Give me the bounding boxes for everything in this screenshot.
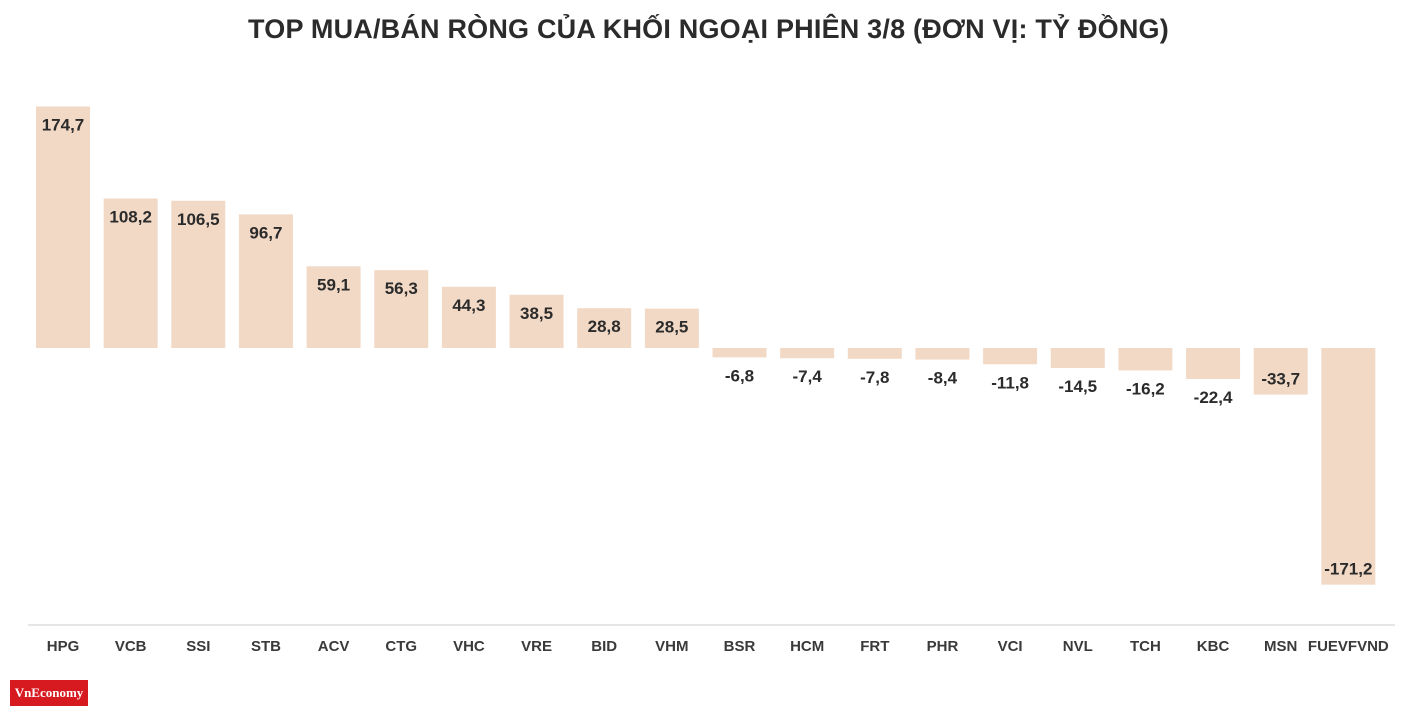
bar-acv (306, 266, 361, 348)
bar-hpg (36, 106, 90, 348)
x-tick-label-tch: TCH (1130, 638, 1161, 655)
value-label-bid: 28,8 (588, 317, 621, 336)
bar-ctg (374, 270, 429, 348)
bar-phr (915, 348, 970, 360)
value-label-hpg: 174,7 (42, 116, 85, 135)
x-tick-label-fuevfvnd: FUEVFVND (1308, 638, 1389, 655)
x-tick-label-ssi: SSI (186, 638, 210, 655)
bar-bsr (712, 348, 767, 358)
value-label-ssi: 106,5 (177, 210, 220, 229)
x-tick-label-ctg: CTG (385, 638, 417, 655)
x-tick-label-hcm: HCM (790, 638, 824, 655)
bar-vcb (103, 198, 158, 348)
chart-title: TOP MUA/BÁN RÒNG CỦA KHỐI NGOẠI PHIÊN 3/… (248, 14, 1169, 44)
x-tick-label-bsr: BSR (724, 638, 756, 655)
vneconomy-logo: VnEconomy (10, 680, 88, 706)
bar-vhm (644, 308, 699, 348)
value-label-vhm: 28,5 (655, 318, 688, 337)
value-label-acv: 59,1 (317, 275, 350, 294)
bar-ssi (171, 200, 226, 348)
value-label-vhc: 44,3 (452, 296, 485, 315)
value-label-nvl: -14,5 (1058, 377, 1097, 396)
x-tick-labels: HPG VCB SSI STB ACV CTG VHC VRE BID VHM BSR HCM FRT P… (47, 638, 1389, 655)
bar-bid (577, 308, 632, 348)
value-label-phr: -8,4 (928, 369, 958, 388)
value-label-vci: -11,8 (991, 373, 1029, 392)
x-tick-label-nvl: NVL (1063, 638, 1093, 655)
bar-vhc (441, 286, 496, 348)
x-tick-label-frt: FRT (860, 638, 889, 655)
bar-kbc (1186, 348, 1241, 379)
x-tick-label-kbc: KBC (1197, 638, 1230, 655)
value-label-ctg: 56,3 (385, 279, 418, 298)
bar-vre (509, 294, 564, 348)
bar-frt (847, 348, 902, 359)
bar-vci (983, 348, 1038, 365)
value-label-msn: -33,7 (1261, 370, 1300, 389)
bar-tch (1118, 348, 1173, 371)
value-label-tch: -16,2 (1126, 379, 1165, 398)
value-label-hcm: -7,4 (793, 367, 823, 386)
x-tick-label-hpg: HPG (47, 638, 80, 655)
bar-msn (1253, 348, 1308, 395)
x-tick-label-vcb: VCB (115, 638, 147, 655)
bar-fuevfvnd (1321, 348, 1376, 585)
value-label-fuevfvnd: -171,2 (1324, 560, 1372, 579)
x-tick-label-vci: VCI (998, 638, 1023, 655)
value-label-bsr: -6,8 (725, 366, 754, 385)
value-label-frt: -7,8 (860, 368, 889, 387)
bar-stb (238, 214, 293, 348)
x-tick-label-vre: VRE (521, 638, 552, 655)
value-label-kbc: -22,4 (1194, 388, 1233, 407)
bar-nvl (1050, 348, 1105, 369)
x-tick-label-vhm: VHM (655, 638, 688, 655)
x-tick-label-msn: MSN (1264, 638, 1297, 655)
x-tick-label-phr: PHR (927, 638, 959, 655)
value-label-vre: 38,5 (520, 304, 553, 323)
x-tick-label-vhc: VHC (453, 638, 485, 655)
bar-hcm (780, 348, 835, 359)
value-label-stb: 96,7 (249, 223, 282, 242)
x-tick-label-bid: BID (591, 638, 617, 655)
x-tick-label-acv: ACV (318, 638, 350, 655)
x-tick-label-stb: STB (251, 638, 281, 655)
value-label-vcb: 108,2 (109, 207, 152, 226)
bars-group: 174,7 108,2 106,5 96,7 59,1 56,3 44,3 38,5 28,8 2… (36, 106, 1376, 585)
